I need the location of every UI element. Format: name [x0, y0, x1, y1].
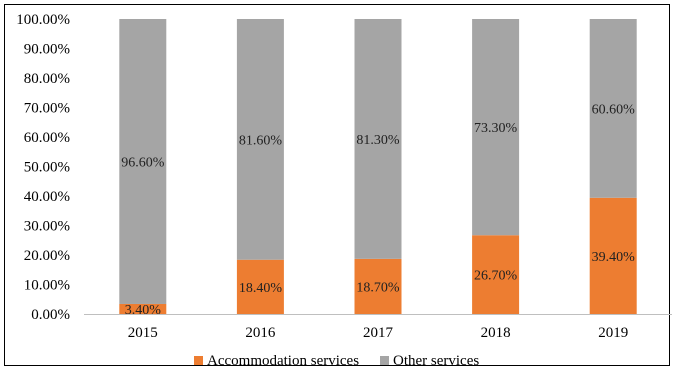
data-label-accommodation: 18.70%	[356, 280, 400, 295]
bar-other	[119, 19, 167, 304]
legend-swatch-other	[380, 356, 389, 365]
y-tick-label: 30.00%	[24, 219, 70, 235]
bar-accommodation	[236, 259, 284, 314]
y-tick-label: 100.00%	[16, 12, 70, 28]
data-labels: 3.40% 96.60% 18.40% 81.60% 18.70% 81.30% 26.70…	[121, 102, 635, 318]
data-label-other: 96.60%	[121, 155, 165, 170]
bar-other	[472, 19, 520, 236]
y-tick-label: 50.00%	[24, 160, 70, 176]
data-label-accommodation: 18.40%	[239, 281, 283, 296]
bar-other	[236, 19, 284, 260]
x-tick-label: 2018	[481, 325, 511, 341]
y-tick-label: 60.00%	[24, 130, 70, 146]
x-tick-label: 2017	[363, 325, 394, 341]
y-tick-label: 40.00%	[24, 189, 70, 205]
data-label-accommodation: 26.70%	[474, 269, 518, 284]
data-label-other: 81.60%	[239, 133, 283, 148]
bars	[119, 19, 637, 314]
data-label-accommodation: 3.40%	[125, 303, 162, 318]
y-tick-label: 70.00%	[24, 101, 70, 117]
chart-frame	[4, 4, 670, 366]
bar-other	[589, 19, 637, 198]
bar-accommodation	[472, 235, 520, 314]
y-tick-label: 0.00%	[31, 307, 70, 323]
y-tick-label: 80.00%	[24, 71, 70, 87]
bar-accommodation	[119, 303, 167, 314]
data-label-other: 73.30%	[474, 121, 518, 136]
data-label-accommodation: 39.40%	[592, 250, 636, 265]
bar-other	[354, 19, 402, 259]
x-tick-label: 2019	[598, 325, 628, 341]
y-axis: 0.00% 10.00% 20.00% 30.00% 40.00% 50.00% 60.00…	[16, 12, 70, 323]
y-tick-label: 10.00%	[24, 278, 70, 294]
legend-swatch-accommodation	[194, 356, 203, 365]
x-tick-label: 2015	[128, 325, 158, 341]
bar-accommodation	[589, 197, 637, 314]
data-label-other: 81.30%	[356, 133, 400, 148]
legend-label-accommodation: Accommodation services	[207, 353, 359, 369]
x-tick-label: 2016	[245, 325, 276, 341]
x-axis: 2015 2016 2017 2018 2019	[84, 314, 672, 341]
y-tick-label: 20.00%	[24, 248, 70, 264]
data-label-other: 60.60%	[592, 102, 636, 117]
legend: Accommodation services Other services	[194, 353, 479, 369]
legend-label-other: Other services	[393, 353, 479, 369]
bar-accommodation	[354, 258, 402, 314]
y-tick-label: 90.00%	[24, 42, 70, 58]
